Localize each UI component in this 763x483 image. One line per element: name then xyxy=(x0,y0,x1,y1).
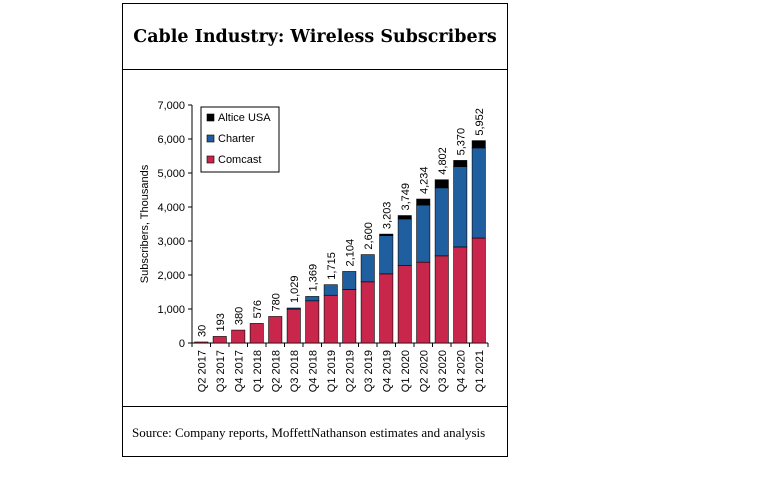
legend-swatch-comcast xyxy=(206,155,215,164)
x-tick-label: Q4 2019 xyxy=(381,350,393,392)
bar-total-label: 193 xyxy=(215,313,227,331)
bar-altice-usa xyxy=(397,215,412,220)
bar-charter xyxy=(434,187,449,257)
y-tick-label: 6,000 xyxy=(157,134,185,146)
bar-comcast xyxy=(194,341,209,344)
bar-total-label: 3,203 xyxy=(381,202,393,230)
y-tick-label: 5,000 xyxy=(157,168,185,180)
y-tick-label: 3,000 xyxy=(157,236,185,248)
bar-total-label: 780 xyxy=(270,293,282,311)
bar-total-label: 1,715 xyxy=(326,252,338,280)
legend-label: Comcast xyxy=(218,154,261,166)
bar-charter xyxy=(416,204,431,263)
bar-charter xyxy=(471,147,486,239)
bar-charter xyxy=(305,296,320,302)
legend-label: Charter xyxy=(218,133,255,145)
chart-title: Cable Industry: Wireless Subscribers xyxy=(133,26,497,47)
bar-total-label: 5,952 xyxy=(474,108,486,136)
bar-comcast xyxy=(453,246,468,344)
bar-comcast xyxy=(231,329,246,344)
bar-altice-usa xyxy=(379,233,394,236)
y-tick-label: 1,000 xyxy=(157,304,185,316)
bar-total-label: 576 xyxy=(252,300,264,318)
x-tick-label: Q2 2017 xyxy=(196,350,208,392)
bar-comcast xyxy=(397,265,412,344)
x-tick-label: Q4 2017 xyxy=(233,350,245,392)
bar-comcast xyxy=(360,281,375,344)
bar-comcast xyxy=(342,289,357,344)
bar-altice-usa xyxy=(416,198,431,206)
x-tick-label: Q3 2018 xyxy=(289,350,301,392)
bar-charter xyxy=(397,218,412,266)
x-tick-label: Q3 2019 xyxy=(363,350,375,392)
bar-charter xyxy=(379,235,394,275)
bar-altice-usa xyxy=(471,140,486,149)
title-box: Cable Industry: Wireless Subscribers xyxy=(123,4,507,70)
bar-total-label: 30 xyxy=(196,325,208,337)
bar-charter xyxy=(323,284,338,296)
y-tick-label: 2,000 xyxy=(157,270,185,282)
x-tick-label: Q1 2019 xyxy=(326,350,338,392)
bar-total-label: 1,029 xyxy=(289,275,301,303)
bar-total-label: 1,369 xyxy=(307,264,319,292)
bar-charter xyxy=(360,254,375,283)
bar-comcast xyxy=(416,261,431,344)
bar-comcast xyxy=(323,294,338,344)
x-tick-label: Q4 2018 xyxy=(307,350,319,392)
x-tick-label: Q2 2018 xyxy=(270,350,282,392)
legend-label: Altice USA xyxy=(218,112,271,124)
source-note: Source: Company reports, MoffettNathanso… xyxy=(123,406,507,458)
y-tick-label: 4,000 xyxy=(157,202,185,214)
bar-comcast xyxy=(471,237,486,344)
bar-total-label: 380 xyxy=(233,307,245,325)
legend-swatch-altice-usa xyxy=(206,113,215,122)
x-tick-label: Q1 2021 xyxy=(474,350,486,392)
bar-comcast xyxy=(249,323,264,344)
bar-comcast xyxy=(268,316,283,344)
x-tick-label: Q4 2020 xyxy=(455,350,467,392)
bar-altice-usa xyxy=(434,179,449,189)
x-tick-label: Q2 2020 xyxy=(418,350,430,392)
bar-total-label: 4,802 xyxy=(437,147,449,175)
x-tick-label: Q1 2018 xyxy=(252,350,264,392)
bar-total-label: 2,104 xyxy=(344,239,356,267)
legend-swatch-charter xyxy=(206,134,215,143)
bar-total-label: 3,749 xyxy=(400,183,412,211)
y-tick-label: 7,000 xyxy=(157,100,185,112)
bar-charter xyxy=(286,307,301,310)
bar-altice-usa xyxy=(453,160,468,168)
bar-charter xyxy=(342,271,357,290)
x-tick-label: Q1 2020 xyxy=(400,350,412,392)
bar-comcast xyxy=(212,336,227,344)
bar-comcast xyxy=(286,308,301,344)
bar-total-label: 2,600 xyxy=(363,222,375,250)
x-tick-label: Q3 2020 xyxy=(437,350,449,392)
bar-comcast xyxy=(305,300,320,344)
bar-total-label: 4,234 xyxy=(418,167,430,195)
bar-total-label: 5,370 xyxy=(455,128,467,156)
bar-charter xyxy=(453,166,468,248)
y-axis-title: Subscribers, Thousands xyxy=(139,164,151,283)
x-tick-label: Q2 2019 xyxy=(344,350,356,392)
bar-comcast xyxy=(379,273,394,344)
bar-comcast xyxy=(434,255,449,344)
x-tick-label: Q3 2017 xyxy=(215,350,227,392)
y-tick-label: 0 xyxy=(179,338,185,350)
